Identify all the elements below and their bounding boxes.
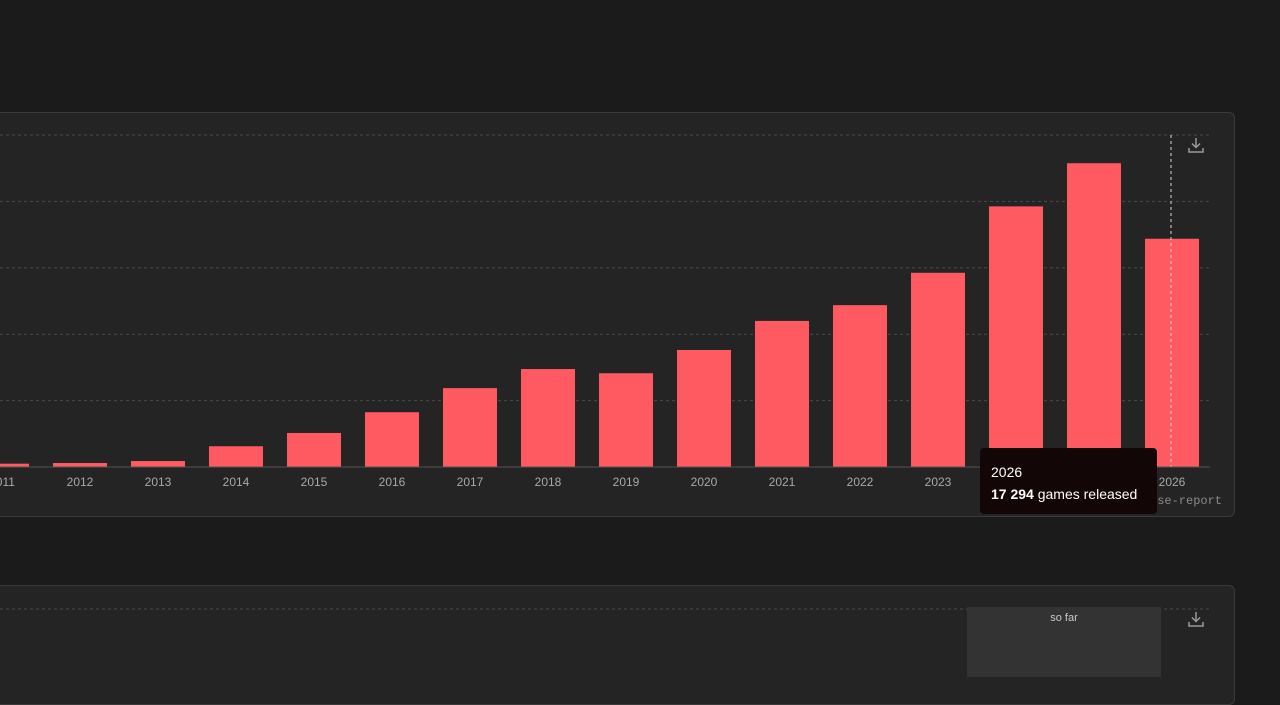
x-tick-2021: 2021 <box>769 475 796 489</box>
x-tick-2013: 2013 <box>145 475 172 489</box>
bar-2024[interactable] <box>989 206 1043 467</box>
x-tick-2012: 2012 <box>67 475 94 489</box>
download-icon <box>1188 612 1204 627</box>
bars <box>0 163 1199 467</box>
x-tick-2016: 2016 <box>379 475 406 489</box>
x-tick-2026: 2026 <box>1159 475 1186 489</box>
bar-2020[interactable] <box>677 349 731 467</box>
bar-2014[interactable] <box>209 446 263 467</box>
bar-2013[interactable] <box>131 461 185 467</box>
x-tick-2022: 2022 <box>847 475 874 489</box>
bar-2019[interactable] <box>599 373 653 467</box>
so-far-highlight <box>967 607 1161 677</box>
bar-2023[interactable] <box>911 272 965 467</box>
chart-tooltip: 2026 17 294 games released <box>980 448 1157 514</box>
tooltip-suffix: games released <box>1037 486 1138 502</box>
download-icon <box>1188 138 1204 153</box>
bar-2012[interactable] <box>53 463 107 467</box>
bar-2026[interactable] <box>1145 238 1199 467</box>
x-tick-2017: 2017 <box>457 475 484 489</box>
download-button[interactable] <box>1186 135 1206 155</box>
bar-2016[interactable] <box>365 412 419 467</box>
tooltip-value: 17 294 <box>991 486 1034 502</box>
x-tick-2014: 2014 <box>223 475 250 489</box>
x-tick-2023: 2023 <box>925 475 952 489</box>
bar-2025[interactable] <box>1067 163 1121 467</box>
x-tick-2019: 2019 <box>613 475 640 489</box>
bar-2022[interactable] <box>833 305 887 467</box>
bar-2021[interactable] <box>755 320 809 467</box>
x-tick-2018: 2018 <box>535 475 562 489</box>
download-button-second-chart[interactable] <box>1186 609 1206 629</box>
so-far-label: so far <box>1050 612 1078 624</box>
x-tick-2020: 2020 <box>691 475 718 489</box>
x-tick-2011: 2011 <box>0 475 15 489</box>
tooltip-year: 2026 <box>991 464 1023 480</box>
release-bar-chart: 2011 2012 2013 2014 2015 2016 2017 2018 2019 2020… <box>0 134 1222 610</box>
tooltip-value-row: 17 294 games released <box>991 483 1146 505</box>
bar-2015[interactable] <box>287 432 341 467</box>
x-tick-labels: 2011 2012 2013 2014 2015 2016 2017 2018 2019 2020… <box>0 475 1186 489</box>
x-tick-2015: 2015 <box>301 475 328 489</box>
bar-2011[interactable] <box>0 463 29 467</box>
bar-2018[interactable] <box>521 369 575 467</box>
bar-2017[interactable] <box>443 388 497 467</box>
